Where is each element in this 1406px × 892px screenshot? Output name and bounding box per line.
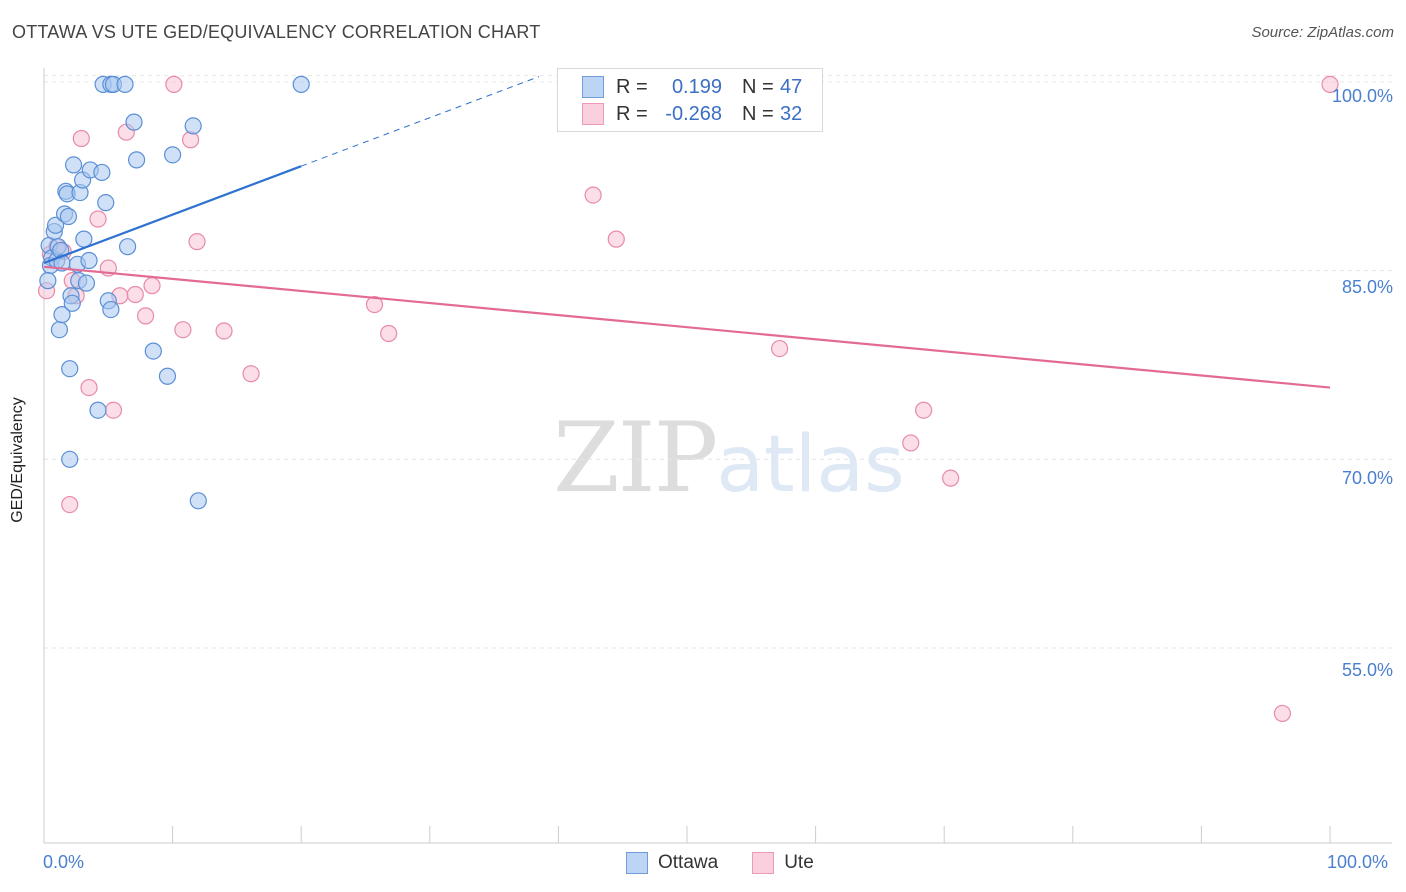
ute-point bbox=[188, 233, 206, 251]
ute-point bbox=[915, 401, 933, 419]
ute-point bbox=[902, 434, 920, 452]
ottawa-point bbox=[59, 207, 78, 226]
ute-swatch-icon bbox=[582, 103, 604, 125]
ute-point bbox=[380, 324, 398, 343]
legend-r-value: 0.199 bbox=[671, 75, 722, 98]
ottawa-point bbox=[292, 75, 310, 93]
ottawa-point bbox=[118, 238, 137, 256]
legend-r-label: R = bbox=[616, 102, 648, 125]
ottawa-point bbox=[61, 360, 79, 378]
legend-row-ute: R = -0.268 N = 32 bbox=[582, 101, 802, 127]
x-tick-label: 100.0% bbox=[1327, 852, 1389, 872]
ute-swatch-icon bbox=[752, 852, 775, 874]
ute-point bbox=[584, 186, 602, 204]
watermark-atlas: atlas bbox=[716, 420, 905, 510]
ute-point bbox=[770, 339, 789, 358]
ute-point bbox=[104, 401, 123, 419]
ottawa-point bbox=[77, 274, 96, 292]
legend-r-value: -0.268 bbox=[665, 102, 722, 125]
y-tick-label: 85.0% bbox=[1341, 277, 1393, 297]
ottawa-point bbox=[127, 151, 146, 169]
ottawa-point bbox=[102, 300, 120, 319]
ottawa-point bbox=[50, 321, 69, 339]
ute-point bbox=[607, 230, 625, 248]
watermark-zip: ZIP bbox=[553, 402, 718, 514]
ottawa-point bbox=[61, 450, 79, 468]
legend-row-ottawa: R = 0.199 N = 47 bbox=[582, 74, 802, 100]
correlation-legend: R = 0.199 N = 47 R = -0.268 N = 32 bbox=[557, 68, 823, 132]
ute-point bbox=[80, 378, 98, 397]
ottawa-trend-extension bbox=[301, 76, 540, 167]
legend-item-ottawa[interactable]: Ottawa bbox=[626, 852, 718, 874]
ottawa-point bbox=[93, 163, 111, 182]
ute-point bbox=[89, 210, 107, 228]
ute-point bbox=[942, 469, 960, 487]
ute-point bbox=[165, 75, 183, 93]
ottawa-point bbox=[53, 306, 71, 324]
legend-n-value: 32 bbox=[780, 102, 803, 125]
ottawa-point bbox=[39, 272, 57, 290]
ute-point bbox=[182, 131, 200, 149]
ottawa-trend-line bbox=[43, 165, 302, 265]
legend-n-label: N = bbox=[742, 102, 774, 125]
legend-label-ute: Ute bbox=[784, 852, 814, 873]
ute-point bbox=[72, 129, 90, 148]
ute-point bbox=[61, 495, 79, 514]
ottawa-point bbox=[189, 492, 207, 510]
ottawa-point bbox=[97, 194, 115, 212]
ottawa-swatch-icon bbox=[626, 852, 648, 874]
legend-label-ottawa: Ottawa bbox=[658, 852, 719, 873]
ottawa-point bbox=[184, 117, 202, 135]
source-label: Source: ZipAtlas.com bbox=[1251, 24, 1394, 41]
ottawa-point bbox=[64, 156, 83, 174]
ottawa-point bbox=[75, 230, 93, 248]
legend-item-ute[interactable]: Ute bbox=[752, 852, 814, 874]
ute-point bbox=[1321, 75, 1339, 93]
ottawa-point bbox=[89, 401, 107, 419]
ute-point bbox=[242, 365, 260, 383]
legend-r-label: R = bbox=[616, 75, 648, 98]
ute-point bbox=[143, 277, 161, 295]
x-tick-label: 0.0% bbox=[43, 852, 85, 872]
ute-point bbox=[1273, 704, 1292, 723]
ute-point bbox=[126, 285, 144, 304]
chart-title: OTTAWA VS UTE GED/EQUIVALENCY CORRELATIO… bbox=[12, 22, 541, 42]
ottawa-point bbox=[80, 251, 98, 270]
y-tick-label: 70.0% bbox=[1341, 468, 1393, 488]
y-tick-label: 55.0% bbox=[1341, 660, 1393, 680]
ute-point bbox=[136, 307, 155, 325]
ute-point bbox=[365, 295, 384, 314]
ottawa-swatch-icon bbox=[582, 76, 604, 98]
watermark: ZIPatlas bbox=[553, 402, 905, 514]
ottawa-point bbox=[116, 75, 134, 93]
ottawa-point bbox=[46, 216, 65, 234]
ottawa-point bbox=[164, 146, 182, 164]
ute-point bbox=[174, 321, 192, 339]
series-legend: Ottawa Ute bbox=[626, 852, 848, 874]
ottawa-point bbox=[63, 294, 81, 312]
ottawa-point bbox=[158, 367, 177, 385]
ottawa-point bbox=[125, 113, 143, 131]
ute-point bbox=[215, 322, 233, 340]
legend-n-label: N = bbox=[742, 75, 774, 98]
y-axis-label: GED/Equivalency bbox=[9, 397, 26, 523]
legend-n-value: 47 bbox=[780, 75, 803, 98]
y-tick-label: 100.0% bbox=[1331, 86, 1393, 106]
ute-trend-line bbox=[43, 265, 1331, 389]
ottawa-point bbox=[144, 342, 162, 360]
